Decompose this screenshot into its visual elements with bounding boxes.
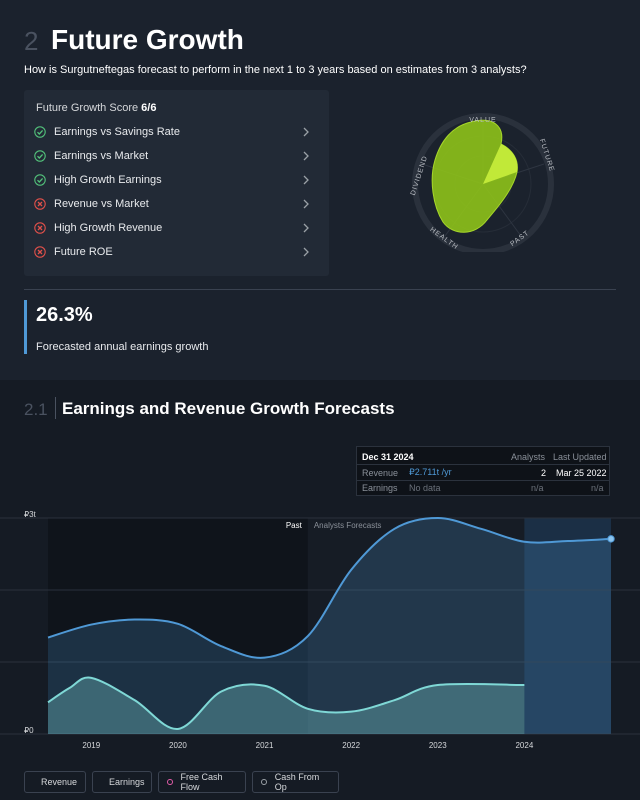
x-tick-label: 2019	[82, 741, 100, 750]
radar-future-wedge	[483, 144, 518, 184]
kpi-label: Forecasted annual earnings growth	[36, 341, 209, 353]
future-growth-section: 2 Future Growth How is Surgutneftegas fo…	[0, 0, 640, 380]
subsection-title: Earnings and Revenue Growth Forecasts	[62, 399, 395, 418]
cross-circle-icon	[34, 222, 46, 234]
chevron-right-icon	[303, 223, 309, 233]
check-label: High Growth Earnings	[54, 174, 162, 186]
chevron-right-icon	[303, 127, 309, 137]
score-label: Future Growth Score	[36, 102, 139, 114]
revenue-highlight-point	[607, 535, 615, 543]
kpi-value: 26.3%	[36, 304, 93, 326]
check-item[interactable]: Earnings vs Savings Rate	[34, 122, 319, 142]
y-tick-label: ₽0	[24, 726, 34, 735]
x-tick-label: 2021	[256, 741, 274, 750]
subsection-number: 2.1	[24, 400, 48, 419]
legend-label: Cash From Op	[274, 772, 320, 792]
tooltip-row-value: No data	[409, 482, 441, 493]
legend-label: Earnings	[109, 777, 145, 787]
section-number: 2	[24, 26, 39, 56]
tooltip-col-updated: Last Updated	[553, 451, 607, 462]
chart-tooltip: Dec 31 2024 Analysts Last Updated Revenu…	[356, 446, 610, 496]
chevron-right-icon	[303, 199, 309, 209]
tooltip-row-updated: n/a	[591, 482, 604, 493]
check-item[interactable]: Earnings vs Market	[34, 146, 319, 166]
tooltip-row-name: Earnings	[362, 482, 398, 493]
legend-dot	[167, 779, 173, 785]
forecast-label: Analysts Forecasts	[314, 521, 382, 530]
tooltip-header: Dec 31 2024 Analysts Last Updated	[357, 449, 609, 464]
tooltip-row-updated: Mar 25 2022	[556, 467, 607, 478]
growth-score-card: Future Growth Score 6/6 Earnings vs Savi…	[24, 90, 329, 276]
tooltip-date: Dec 31 2024	[362, 451, 414, 462]
snowflake-chart: VALUE FUTURE PAST HEALTH DIVIDEND	[410, 113, 555, 252]
growth-forecast-chart[interactable]: ₽3t ₽0 Past Analysts Forecasts 2019 2020 2021 2…	[0, 500, 640, 765]
legend-item[interactable]: Free Cash Flow	[158, 771, 246, 793]
x-tick-label: 2020	[169, 741, 187, 750]
check-label: Earnings vs Savings Rate	[54, 126, 180, 138]
legend-dot	[261, 779, 267, 785]
past-region	[48, 518, 308, 734]
tooltip-row-analysts: 2	[541, 467, 547, 478]
legend-item[interactable]: Revenue	[24, 771, 86, 793]
legend-item[interactable]: Earnings	[92, 771, 152, 793]
check-label: Revenue vs Market	[54, 198, 149, 210]
forecast-highlight	[524, 518, 611, 734]
tooltip-row-revenue: Revenue ₽2.711t /yr 2 Mar 25 2022	[357, 465, 609, 480]
check-circle-icon	[34, 174, 46, 186]
score-value: 6/6	[141, 102, 157, 114]
revenue-area	[48, 518, 611, 734]
chevron-right-icon	[303, 151, 309, 161]
chevron-right-icon	[303, 175, 309, 185]
subsection-divider	[55, 397, 56, 419]
chevron-right-icon	[303, 247, 309, 257]
section-subtitle: How is Surgutneftegas forecast to perfor…	[24, 64, 527, 76]
legend-label: Free Cash Flow	[180, 772, 223, 792]
revenue-line	[47, 516, 612, 659]
check-item[interactable]: Future ROE	[34, 242, 319, 262]
check-circle-icon	[34, 150, 46, 162]
legend-item[interactable]: Cash From Op	[252, 771, 339, 793]
radar-label-value: VALUE	[469, 117, 496, 124]
check-item[interactable]: High Growth Revenue	[34, 218, 319, 238]
check-circle-icon	[34, 126, 46, 138]
legend-label: Revenue	[41, 777, 78, 787]
check-label: Earnings vs Market	[54, 150, 149, 162]
cross-circle-icon	[34, 198, 46, 210]
section-title: Future Growth	[51, 24, 244, 55]
check-label: Future ROE	[54, 246, 113, 258]
check-label: High Growth Revenue	[54, 222, 163, 234]
radar-ring-outer	[412, 113, 554, 252]
check-item[interactable]: High Growth Earnings	[34, 170, 319, 190]
tooltip-row-analysts: n/a	[531, 482, 544, 493]
y-tick-label: ₽3t	[24, 510, 37, 519]
cross-circle-icon	[34, 246, 46, 258]
earnings-area	[48, 677, 525, 734]
earnings-line	[47, 676, 525, 730]
check-item[interactable]: Revenue vs Market	[34, 194, 319, 214]
past-label: Past	[286, 521, 303, 530]
x-tick-label: 2022	[342, 741, 360, 750]
tooltip-row-name: Revenue	[362, 467, 399, 478]
score-header: Future Growth Score 6/6	[36, 102, 156, 114]
tooltip-row-earnings: Earnings No data n/a n/a	[357, 480, 609, 495]
section-divider	[24, 289, 616, 290]
kpi-accent-bar	[24, 300, 27, 354]
x-tick-label: 2023	[429, 741, 447, 750]
tooltip-row-value: ₽2.711t /yr	[409, 467, 452, 477]
tooltip-col-analysts: Analysts	[511, 451, 546, 462]
x-tick-label: 2024	[515, 741, 533, 750]
